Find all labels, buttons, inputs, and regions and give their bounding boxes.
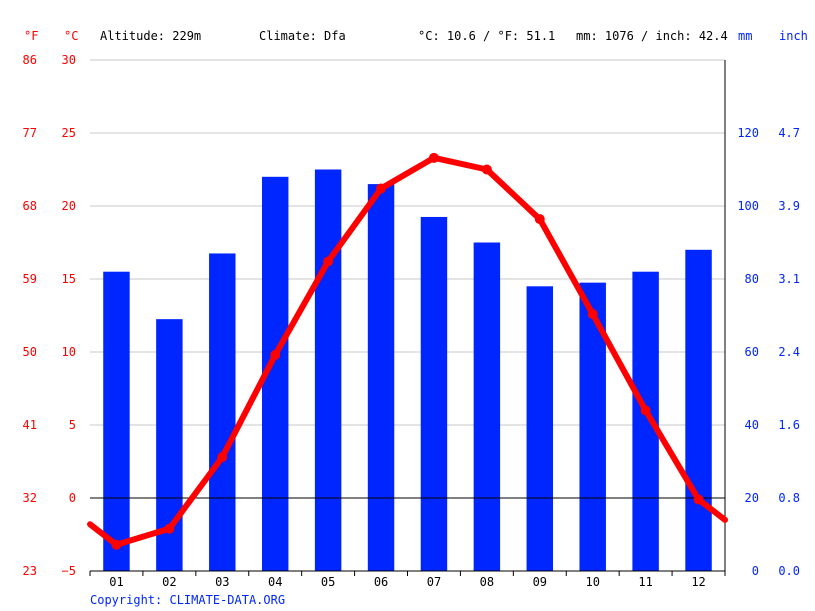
mm-tick-label: 120 [737, 126, 759, 140]
month-label: 03 [215, 575, 229, 589]
precipitation-bar [367, 184, 395, 571]
precipitation-bar [209, 253, 236, 571]
precipitation-bar [420, 216, 448, 571]
fahrenheit-unit-label: °F [24, 29, 38, 43]
precipitation-bar [526, 286, 554, 571]
temperature-point [481, 164, 492, 175]
mm-tick-label: 100 [737, 199, 759, 213]
mm-tick-label: 80 [745, 272, 759, 286]
temperature-line [87, 152, 728, 550]
climate-label: Climate: Dfa [259, 29, 346, 43]
inch-tick-label: 4.7 [778, 126, 800, 140]
inch-tick-label: 0.0 [778, 564, 800, 578]
precipitation-bar [473, 242, 501, 571]
fahrenheit-tick-label: 50 [23, 345, 37, 359]
copyright-text: Copyright: CLIMATE-DATA.ORG [90, 593, 285, 607]
month-label: 10 [585, 575, 599, 589]
temperature-point [217, 452, 228, 463]
month-label: 04 [268, 575, 282, 589]
grid-lines [90, 59, 725, 426]
precipitation-bar [103, 271, 130, 571]
fahrenheit-tick-label: 77 [23, 126, 37, 140]
precipitation-bars [103, 169, 712, 572]
fahrenheit-tick-label: 41 [23, 418, 37, 432]
temperature-point [164, 523, 175, 534]
fahrenheit-tick-label: 23 [23, 564, 37, 578]
fahrenheit-tick-label: 59 [23, 272, 37, 286]
mm-tick-label: 0 [752, 564, 759, 578]
temperature-point [111, 539, 122, 550]
mm-tick-label: 60 [745, 345, 759, 359]
mm-tick-label: 40 [745, 418, 759, 432]
celsius-tick-label: 0 [69, 491, 76, 505]
month-label: 12 [691, 575, 705, 589]
fahrenheit-tick-label: 32 [23, 491, 37, 505]
celsius-tick-label: 30 [62, 53, 76, 67]
altitude-label: Altitude: 229m [100, 29, 201, 43]
month-label: 06 [374, 575, 388, 589]
temperature-series-line [87, 154, 728, 548]
month-label: 09 [533, 575, 547, 589]
celsius-unit-label: °C [64, 29, 78, 43]
precipitation-total-label: mm: 1076 / inch: 42.4 [576, 29, 728, 43]
inch-unit-label: inch [779, 29, 808, 43]
inch-tick-label: 2.4 [778, 345, 800, 359]
month-label: 08 [480, 575, 494, 589]
inch-tick-label: 0.8 [778, 491, 800, 505]
temperature-point [428, 152, 439, 163]
mm-tick-label: 20 [745, 491, 759, 505]
inch-tick-label: 1.6 [778, 418, 800, 432]
celsius-tick-label: −5 [62, 564, 76, 578]
temperature-point [376, 183, 387, 194]
fahrenheit-tick-label: 68 [23, 199, 37, 213]
month-label: 11 [638, 575, 652, 589]
temperature-point [693, 494, 704, 505]
celsius-tick-label: 10 [62, 345, 76, 359]
inch-tick-label: 3.9 [778, 199, 800, 213]
month-label: 02 [162, 575, 176, 589]
inch-tick-label: 3.1 [778, 272, 800, 286]
axes [89, 60, 726, 576]
mm-unit-label: mm [738, 29, 752, 43]
temperature-point [587, 309, 598, 320]
temperature-point [323, 256, 334, 267]
celsius-tick-label: 20 [62, 199, 76, 213]
month-label: 07 [427, 575, 441, 589]
celsius-tick-label: 25 [62, 126, 76, 140]
precipitation-bar [685, 249, 712, 572]
celsius-tick-label: 15 [62, 272, 76, 286]
temperature-point [534, 214, 545, 225]
precipitation-bar [314, 169, 342, 571]
month-label: 05 [321, 575, 335, 589]
month-label: 01 [109, 575, 123, 589]
temperature-point [640, 405, 651, 416]
celsius-tick-label: 5 [69, 418, 76, 432]
temperature-average-label: °C: 10.6 / °F: 51.1 [418, 29, 555, 43]
temperature-point [270, 349, 281, 360]
fahrenheit-tick-label: 86 [23, 53, 37, 67]
